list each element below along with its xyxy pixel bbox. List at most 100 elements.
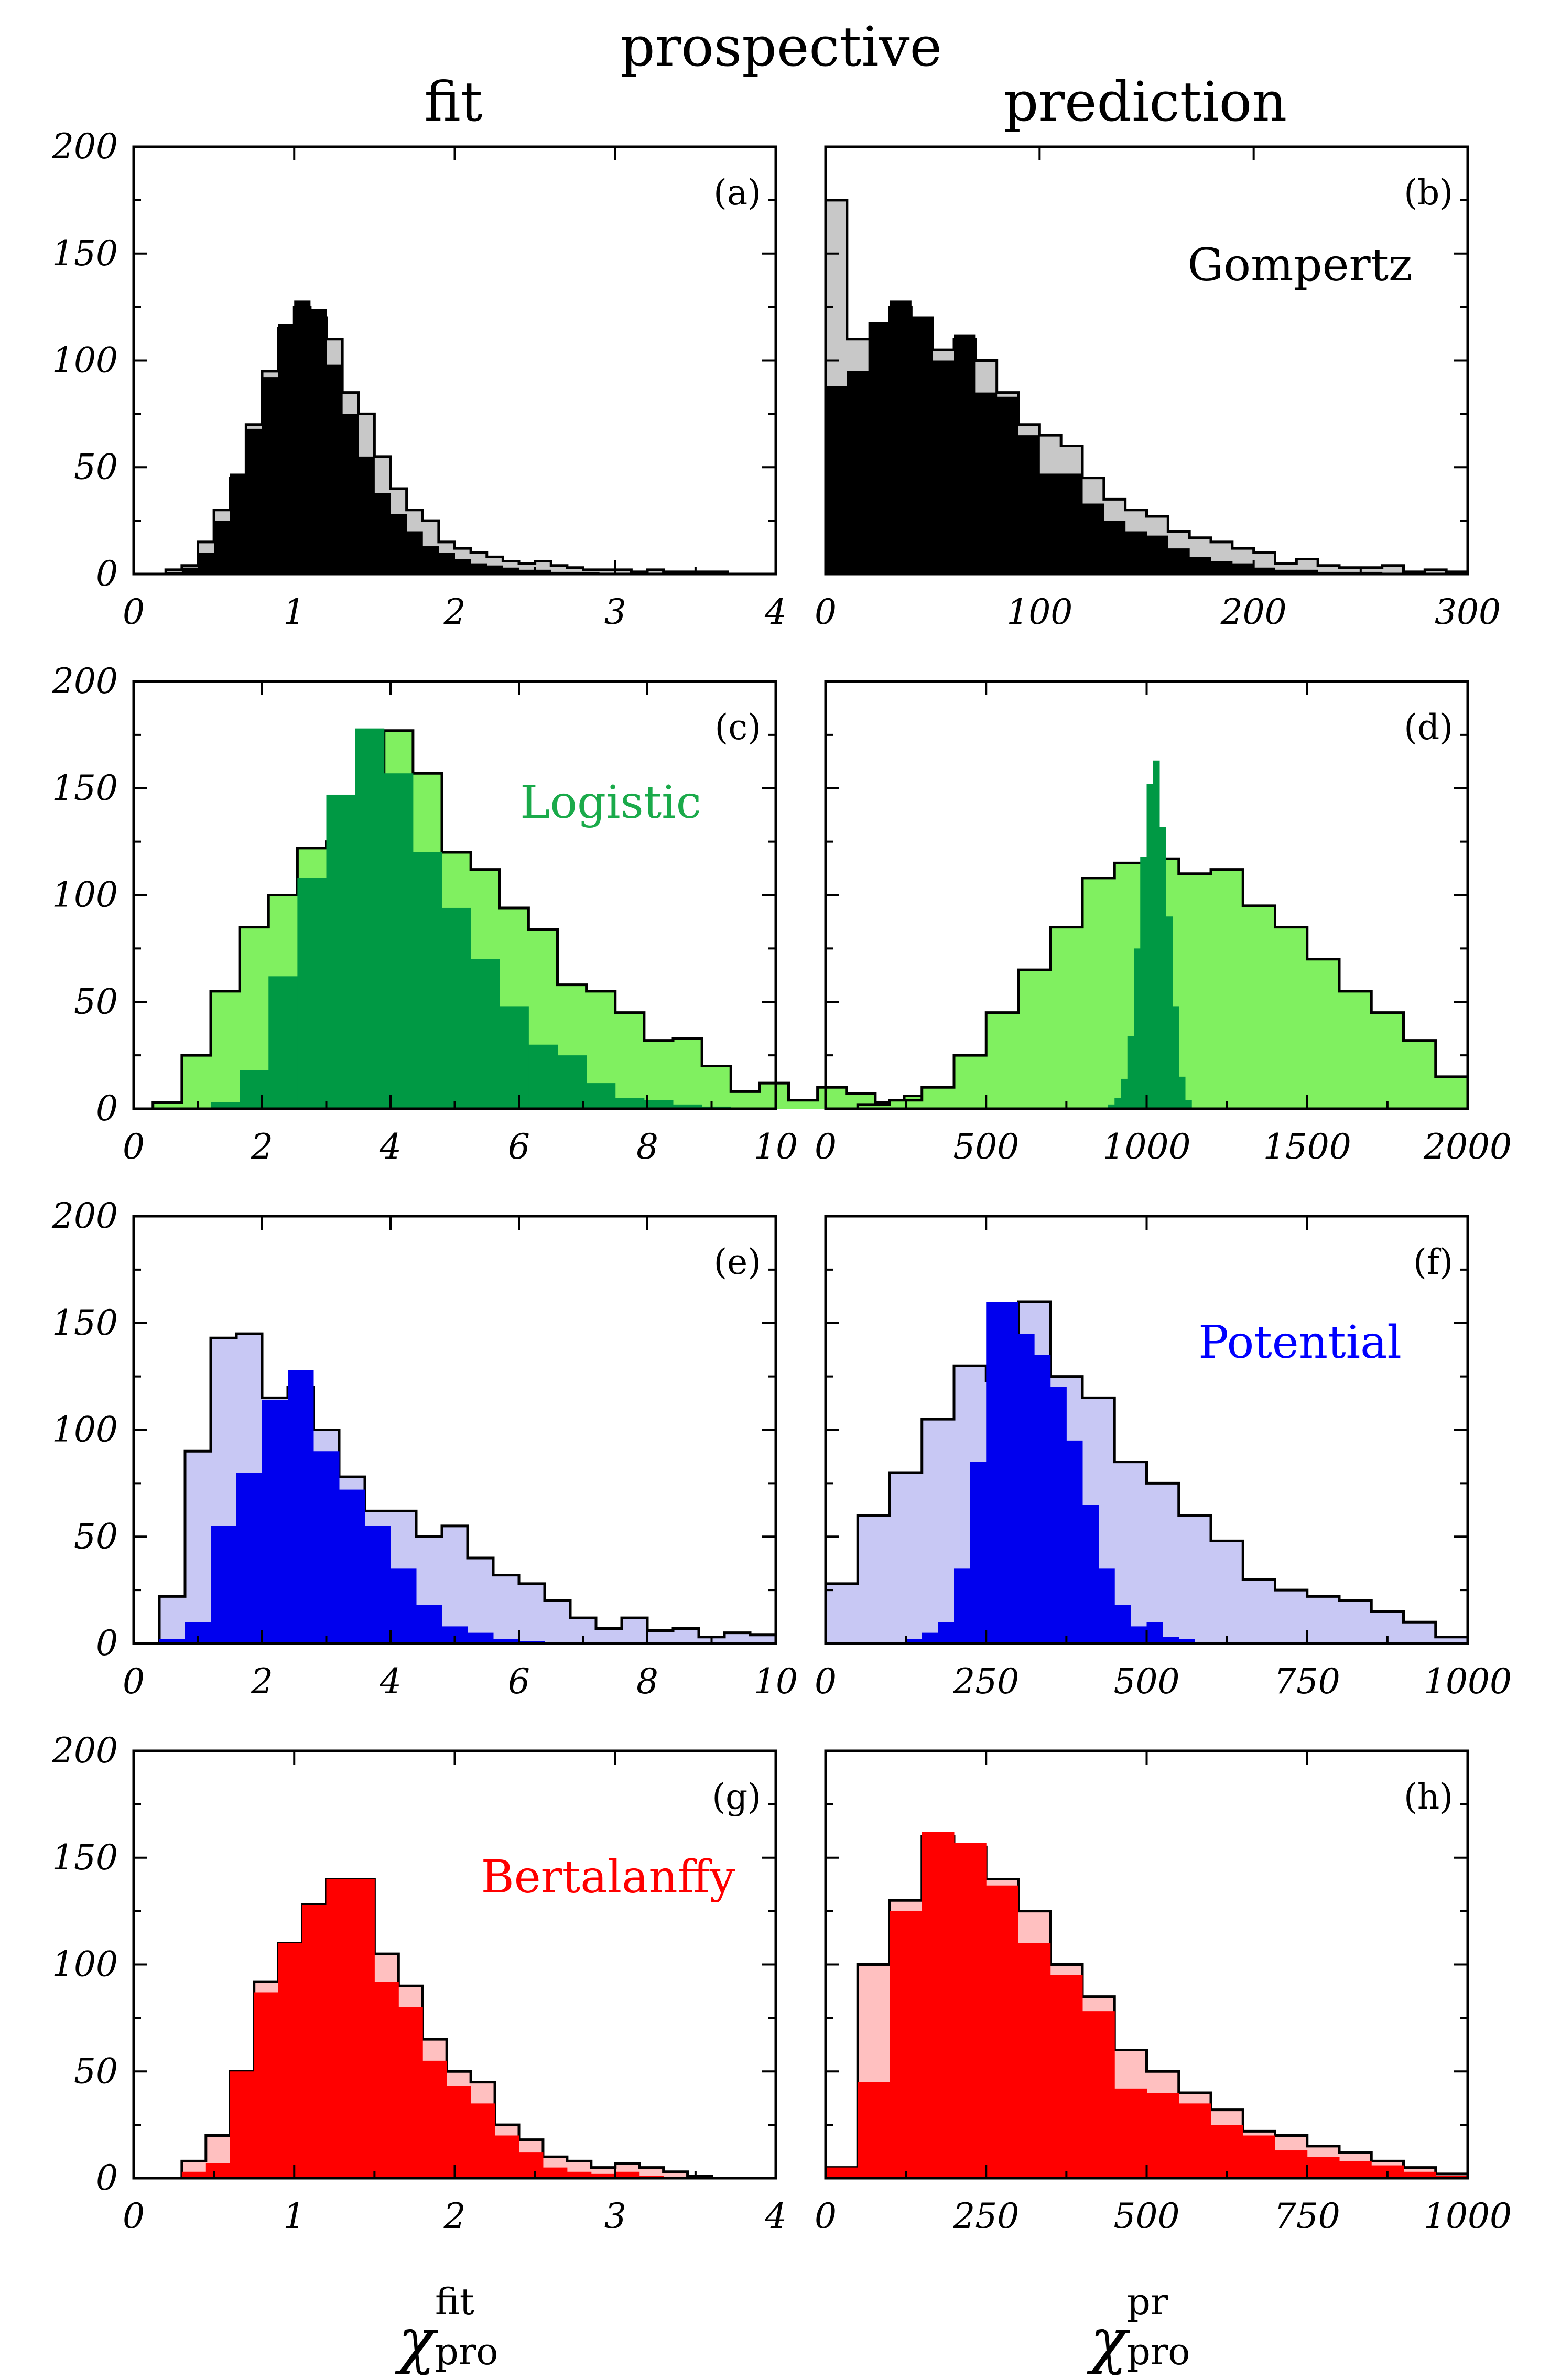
panel-a-ytick-label: 100 bbox=[52, 340, 118, 381]
panel-c-ytick-label: 200 bbox=[51, 661, 118, 701]
panel-c-bar-light bbox=[211, 991, 240, 1109]
panel-c-ytick-label: 150 bbox=[52, 768, 118, 808]
panel-h-bar-dark bbox=[1018, 1943, 1051, 2178]
panel-h-series-dark bbox=[826, 1832, 1468, 2178]
xlabel-prediction-symbol: χ bbox=[1087, 2306, 1131, 2376]
panel-f-bar-light bbox=[922, 1419, 955, 1643]
panel-b-xtick-label: 200 bbox=[1220, 592, 1287, 632]
panel-a-series-dark bbox=[166, 300, 600, 574]
panel-d-tag: (d) bbox=[1404, 707, 1453, 748]
panel-d-bar-dark bbox=[1185, 1100, 1192, 1109]
panel-f-model-label: Potential bbox=[1198, 1316, 1402, 1369]
panel-d-bar-light bbox=[1178, 873, 1211, 1109]
panel-a-ytick-label: 50 bbox=[74, 447, 118, 487]
panel-h-bar-dark bbox=[890, 1911, 923, 2178]
panel-b-xtick-label: 100 bbox=[1006, 592, 1072, 632]
panel-c-bar-light bbox=[673, 1038, 702, 1109]
panel-g-bar-dark bbox=[591, 2173, 616, 2178]
panel-e-xtick-label: 6 bbox=[508, 1661, 530, 1702]
panel-h-bar-dark bbox=[1243, 2135, 1275, 2178]
panel-c-bar-dark bbox=[297, 878, 327, 1109]
panel-b-bar-dark bbox=[954, 334, 976, 574]
panel-d-bar-light bbox=[1339, 991, 1372, 1109]
panel-a-ytick-label: 0 bbox=[96, 554, 118, 594]
panel-b-bar-light bbox=[1382, 565, 1404, 574]
panel-b-bar-dark bbox=[1146, 535, 1168, 574]
panel-f-bar-dark bbox=[986, 1302, 1003, 1643]
xlabel-fit-superscript: fit bbox=[435, 2280, 474, 2323]
panel-g-bar-dark bbox=[374, 1982, 399, 2178]
panel-f-bar-dark bbox=[1098, 1568, 1115, 1643]
panel-f-bar-light bbox=[1211, 1541, 1243, 1643]
panel-a-bar-dark bbox=[454, 559, 471, 574]
panel-c-bar-light bbox=[702, 1066, 731, 1109]
panel-d-bar-dark bbox=[1178, 1076, 1186, 1109]
panel-f-bar-dark bbox=[970, 1462, 987, 1643]
panel-e-ytick-label: 200 bbox=[51, 1196, 118, 1236]
panel-g-bar-dark bbox=[205, 2163, 231, 2178]
panel-a-bar-dark bbox=[374, 493, 391, 574]
panel-b-bar-dark bbox=[1103, 521, 1126, 574]
panel-f-bar-light bbox=[1403, 1622, 1436, 1643]
panel-c-bar-dark bbox=[413, 852, 442, 1109]
panel-g-bar-light bbox=[663, 2171, 688, 2178]
panel-f-bar-light bbox=[890, 1473, 923, 1643]
panel-b-bar-dark bbox=[847, 371, 869, 574]
panel-b-bar-dark bbox=[1232, 563, 1254, 574]
panel-f-xtick-label: 750 bbox=[1274, 1661, 1340, 1702]
panel-c-bar-dark bbox=[326, 794, 356, 1109]
panel-e-bar-dark bbox=[493, 1639, 519, 1643]
xlabel-prediction: χ pr pro bbox=[1087, 2280, 1190, 2376]
panel-b-series-dark bbox=[826, 300, 1383, 574]
panel-c-bar-dark bbox=[673, 1104, 702, 1109]
panel-c-ytick-label: 0 bbox=[96, 1088, 118, 1129]
panel-e-bar-light bbox=[673, 1628, 699, 1643]
panel-h-bar-dark bbox=[1146, 2093, 1179, 2178]
panel-f-bar-light bbox=[1178, 1515, 1211, 1643]
panel-h-bar-dark bbox=[1275, 2150, 1308, 2178]
panel-a-xtick-label: 0 bbox=[123, 592, 145, 632]
panel-d-bar-dark bbox=[1153, 760, 1160, 1109]
panel-g-bar-dark bbox=[398, 2007, 423, 2178]
panel-g-bar-dark bbox=[278, 1943, 303, 2178]
panel-a-bar-dark bbox=[230, 473, 246, 574]
panel-g-xtick-label: 3 bbox=[604, 2196, 626, 2236]
panel-e-xtick-label: 2 bbox=[251, 1661, 273, 1702]
column-title-fit: fit bbox=[424, 70, 482, 134]
panel-h-xtick-label: 0 bbox=[815, 2196, 837, 2236]
panel-a-bar-dark bbox=[214, 521, 231, 574]
panel-a-xtick-label: 3 bbox=[604, 592, 626, 632]
panel-a-ytick-label: 150 bbox=[52, 233, 118, 274]
panel-b-bar-dark bbox=[868, 322, 890, 574]
panel-g-ytick-label: 200 bbox=[51, 1730, 118, 1771]
panel-f-xtick-label: 250 bbox=[952, 1661, 1019, 1702]
panel-d-bar-dark bbox=[1159, 827, 1166, 1109]
panel-e-bar-dark bbox=[416, 1605, 442, 1643]
panel-b-model-label: Gompertz bbox=[1188, 239, 1413, 291]
panel-f-bar-light bbox=[858, 1515, 890, 1643]
panel-g-bar-dark bbox=[326, 1879, 351, 2178]
panel-h: 0 250 500 750 1000 (h) bbox=[815, 1749, 1512, 2236]
panel-f-bar-dark bbox=[1130, 1626, 1147, 1643]
panel-b-bar-dark bbox=[911, 318, 933, 574]
panel-a-bar-dark bbox=[503, 567, 519, 574]
panel-b-bar-light bbox=[1425, 569, 1447, 574]
panel-d-bar-light bbox=[1018, 970, 1051, 1109]
panel-d-bar-dark bbox=[1114, 1098, 1121, 1109]
panel-h-bar-dark bbox=[986, 1885, 1018, 2178]
panel-h-xtick-label: 1000 bbox=[1424, 2196, 1512, 2236]
panel-b-bar-dark bbox=[1275, 569, 1297, 574]
panel-c-bar-dark bbox=[586, 1083, 616, 1109]
panel-c-bar-dark bbox=[211, 1102, 240, 1109]
panel-c-bar-light bbox=[731, 1091, 760, 1109]
panel-a-bar-dark bbox=[342, 414, 359, 574]
panel-d-bar-light bbox=[1435, 1076, 1468, 1109]
panel-f: 0 250 500 750 1000 (f) Potential bbox=[815, 1215, 1512, 1702]
panel-a-bar-dark bbox=[310, 309, 327, 574]
panel-c-bar-light bbox=[615, 1012, 645, 1109]
panel-a-xtick-label: 2 bbox=[443, 592, 466, 632]
panel-g-bar-dark bbox=[567, 2171, 592, 2178]
panel-d-bar-light bbox=[1211, 869, 1243, 1109]
panel-e-bar-light bbox=[519, 1583, 545, 1643]
panel-c-bar-dark bbox=[384, 773, 414, 1109]
